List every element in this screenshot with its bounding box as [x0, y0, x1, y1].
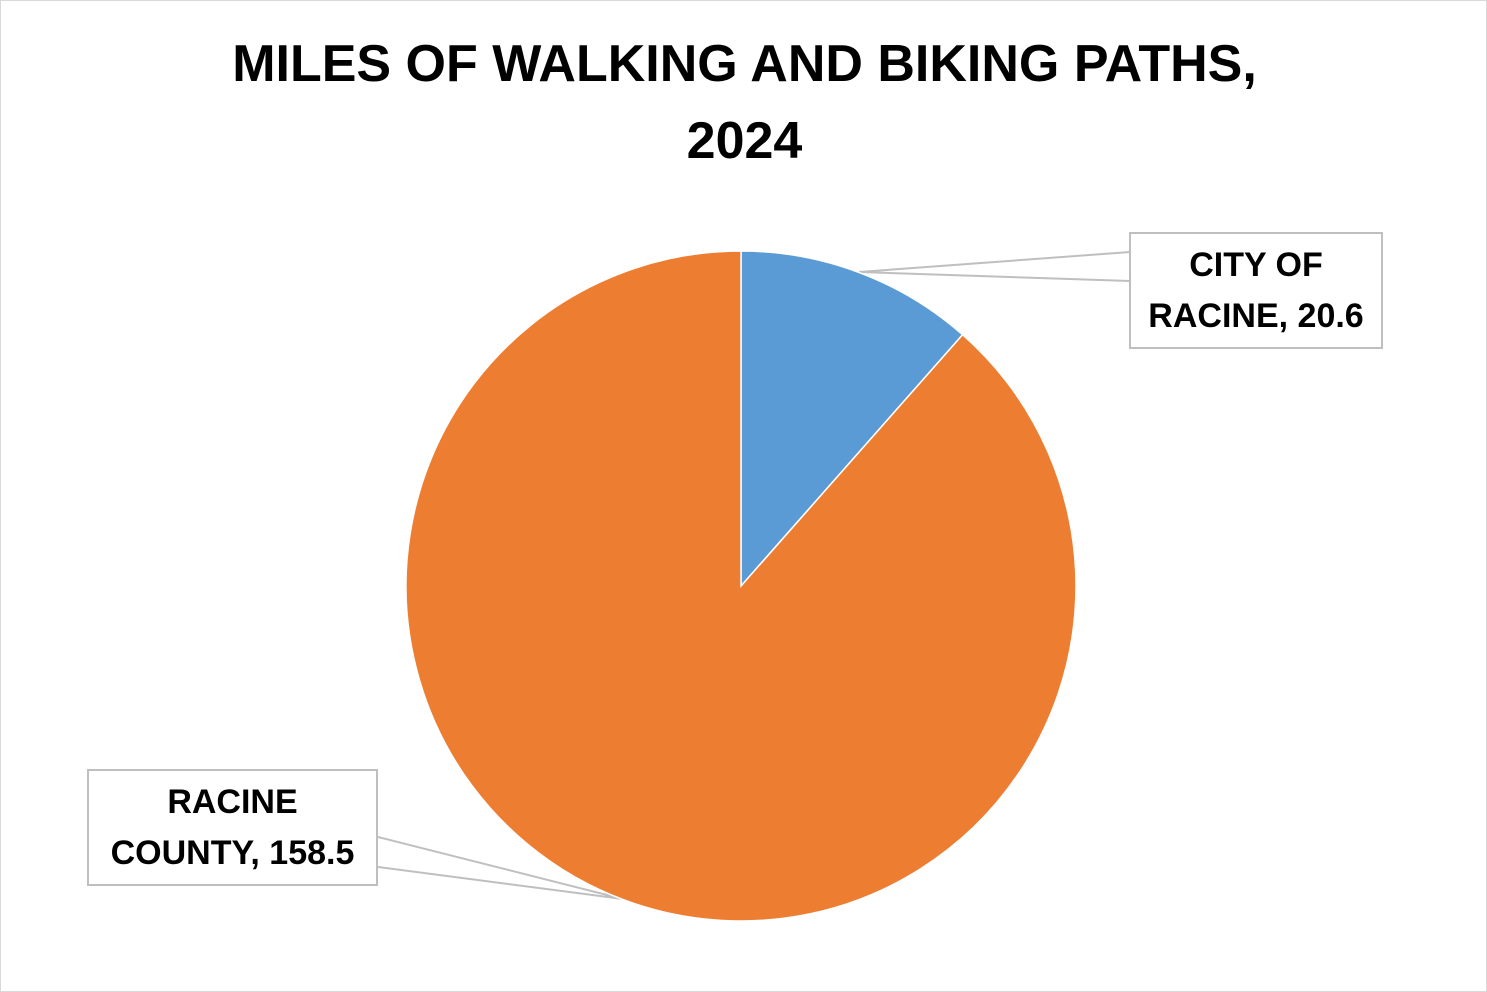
- chart-title-line-1: MILES OF WALKING AND BIKING PATHS,: [232, 35, 1257, 93]
- leader-line-city-of-racine: [858, 251, 1131, 282]
- data-label-line: RACINE, 20.6: [1148, 297, 1364, 335]
- data-label-line: CITY OF: [1189, 246, 1323, 284]
- data-label-city-of-racine: CITY OF RACINE, 20.6: [1129, 232, 1383, 349]
- data-label-line: COUNTY, 158.5: [110, 834, 355, 872]
- pie-slice-racine-county: [405, 250, 1077, 922]
- pie-slice-city-of-racine: [740, 250, 964, 588]
- chart-title-line-2: 2024: [686, 112, 803, 170]
- data-label-line: RACINE: [167, 783, 298, 821]
- data-label-racine-county: RACINE COUNTY, 158.5: [87, 769, 378, 886]
